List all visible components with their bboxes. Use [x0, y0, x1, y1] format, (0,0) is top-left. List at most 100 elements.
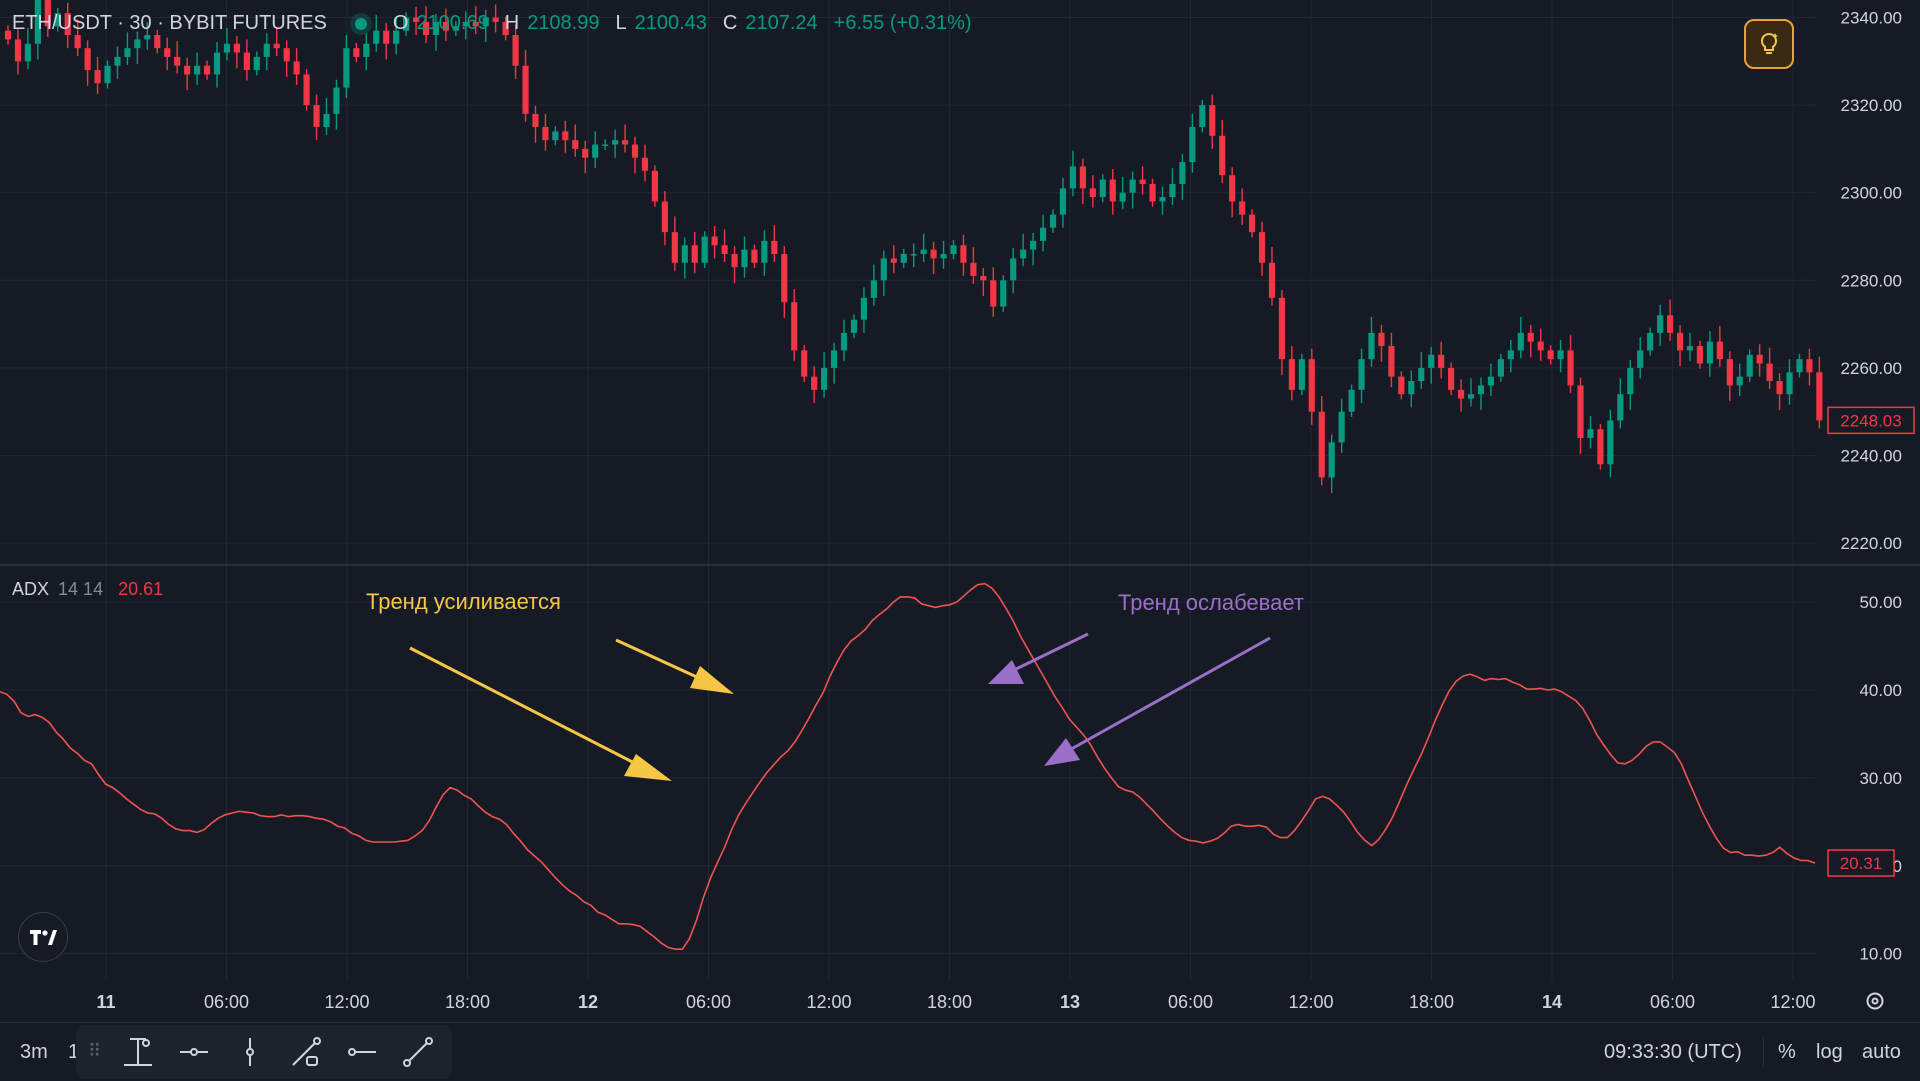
- candle: [154, 29, 161, 54]
- candle: [1398, 371, 1405, 400]
- grip-icon[interactable]: ⠿: [88, 1041, 102, 1061]
- lightbulb-icon[interactable]: [1744, 19, 1794, 69]
- candle: [442, 8, 449, 42]
- candle: [1199, 99, 1206, 133]
- open-value: 2100.69: [416, 12, 489, 34]
- candle: [104, 60, 111, 89]
- candle: [273, 28, 280, 57]
- candle: [1358, 348, 1365, 403]
- symbol-legend[interactable]: ETH/USDT · 30 · BYBIT FUTURES O 2100.69 H…: [12, 12, 980, 35]
- candle: [532, 105, 539, 143]
- time-tick-label: 06:00: [1650, 992, 1695, 1012]
- time-axis[interactable]: 11 06:00 12:00 18:00 12 06:00 12:00 18:00 13 06:0…: [96, 992, 1815, 1012]
- price-axis[interactable]: 2220.00 2240.00 2260.00 2280.00 2300.00 2320.…: [1841, 9, 1902, 964]
- candle: [184, 57, 191, 91]
- candle: [194, 52, 201, 85]
- adx-series: [0, 582, 1816, 950]
- chart-canvas[interactable]: 2220.00 2240.00 2260.00 2280.00 2300.00 2320.…: [0, 0, 1920, 1022]
- candle: [1189, 113, 1196, 173]
- candle: [1428, 346, 1435, 384]
- candle: [1686, 332, 1694, 361]
- candle: [1368, 317, 1375, 368]
- candle: [811, 366, 818, 403]
- candle: [1298, 353, 1305, 396]
- candle: [1248, 209, 1256, 238]
- time-tick-label: 12:00: [1288, 992, 1333, 1012]
- adx-legend[interactable]: ADX 14 14 20.61: [12, 579, 163, 600]
- low-value: 2100.43: [634, 12, 707, 34]
- candle: [263, 33, 270, 71]
- tradingview-logo[interactable]: [18, 912, 68, 962]
- candle: [900, 248, 907, 269]
- candle: [1149, 178, 1156, 207]
- adx-tick-label: 40.00: [1859, 681, 1902, 700]
- candle: [94, 56, 101, 94]
- candle: [1219, 120, 1226, 184]
- trend-line-icon[interactable]: [396, 1031, 440, 1073]
- candle: [860, 287, 868, 333]
- candle: [1159, 186, 1166, 215]
- candle: [1308, 348, 1315, 425]
- candle: [283, 40, 290, 78]
- candle: [1408, 370, 1415, 408]
- candle: [1030, 233, 1037, 266]
- adx-params: 14 14: [58, 579, 104, 599]
- candle: [114, 46, 121, 79]
- time-tick-label: 12:00: [806, 992, 851, 1012]
- candle: [502, 16, 509, 41]
- last-price-value: 2248.03: [1840, 411, 1901, 430]
- candle: [1139, 166, 1146, 195]
- horizontal-line-icon[interactable]: [340, 1031, 384, 1073]
- candle: [1497, 353, 1504, 382]
- candle: [84, 40, 91, 86]
- candle: [1457, 379, 1465, 412]
- horizontal-ray-icon[interactable]: [172, 1031, 216, 1073]
- percent-toggle[interactable]: %: [1778, 1041, 1796, 1063]
- arrow-yellow-2: [615, 638, 734, 694]
- candle: [840, 319, 848, 361]
- candle: [1239, 188, 1246, 226]
- candle: [1448, 362, 1455, 396]
- candle: [432, 14, 440, 51]
- candle: [1258, 221, 1266, 276]
- crosshair-icon[interactable]: [116, 1031, 160, 1073]
- candle: [1577, 377, 1584, 454]
- candle: [422, 6, 430, 43]
- auto-toggle[interactable]: auto: [1862, 1041, 1901, 1063]
- candle: [383, 22, 390, 60]
- vertical-line-icon[interactable]: [228, 1031, 272, 1073]
- range-3m-button[interactable]: 3m: [20, 1041, 48, 1063]
- gear-icon[interactable]: [1862, 988, 1888, 1014]
- candle: [1079, 158, 1086, 205]
- close-key: C: [722, 12, 738, 34]
- candle: [940, 240, 947, 269]
- range-1-button[interactable]: 1: [68, 1041, 80, 1063]
- candle: [830, 342, 838, 384]
- candle: [1388, 332, 1395, 388]
- path-icon[interactable]: [284, 1031, 328, 1073]
- time-tick-label: 06:00: [1168, 992, 1213, 1012]
- bottom-toolbar: 3m 1 ⠿ 09:33:30 (UTC) % log auto: [0, 1022, 1920, 1081]
- candle: [612, 129, 619, 158]
- candle: [223, 28, 231, 61]
- low-key: L: [615, 12, 627, 34]
- symbol-title[interactable]: ETH/USDT · 30 · BYBIT FUTURES: [12, 12, 327, 34]
- candle: [1617, 378, 1624, 429]
- candle: [1288, 346, 1295, 401]
- candle: [1318, 395, 1325, 486]
- candle: [960, 234, 967, 276]
- candle: [990, 267, 997, 318]
- candle: [323, 98, 330, 135]
- log-toggle[interactable]: log: [1816, 1041, 1843, 1063]
- adx-tick-label: 30.00: [1859, 769, 1902, 788]
- candle: [910, 243, 917, 268]
- candle: [1786, 359, 1793, 405]
- time-tick-label: 14: [1542, 992, 1562, 1012]
- utc-clock[interactable]: 09:33:30 (UTC): [1604, 1041, 1742, 1063]
- candle: [1328, 434, 1335, 494]
- candle: [1268, 247, 1276, 306]
- candle: [751, 244, 758, 269]
- candle: [1716, 325, 1723, 368]
- candle: [641, 144, 649, 182]
- candle: [343, 35, 350, 99]
